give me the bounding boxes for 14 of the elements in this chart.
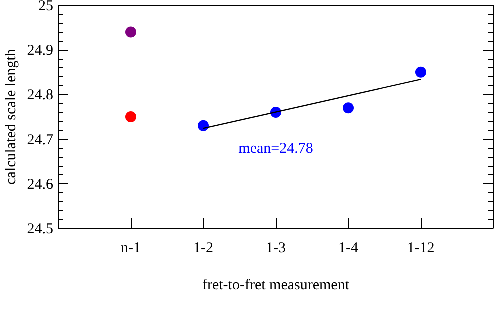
x-tick-label: 1-12 [407,240,435,256]
x-axis-title: fret-to-fret measurement [202,278,350,294]
x-tick-label: n-1 [121,240,141,256]
x-tick-label: 1-2 [194,240,214,256]
y-tick-label: 24.7 [27,132,54,148]
x-tick-label: 1-4 [338,240,359,256]
x-tick-label: 1-3 [266,240,286,256]
annotation: mean=24.78 [238,141,314,158]
y-tick-label: 24.6 [27,176,54,193]
y-tick-label: 24.9 [27,43,54,60]
y-axis-title: calculated scale length [3,48,20,185]
y-tick-label: 24.5 [27,222,54,238]
y-tick-label: 24.8 [27,88,54,104]
y-tick-label: 25 [38,0,54,14]
